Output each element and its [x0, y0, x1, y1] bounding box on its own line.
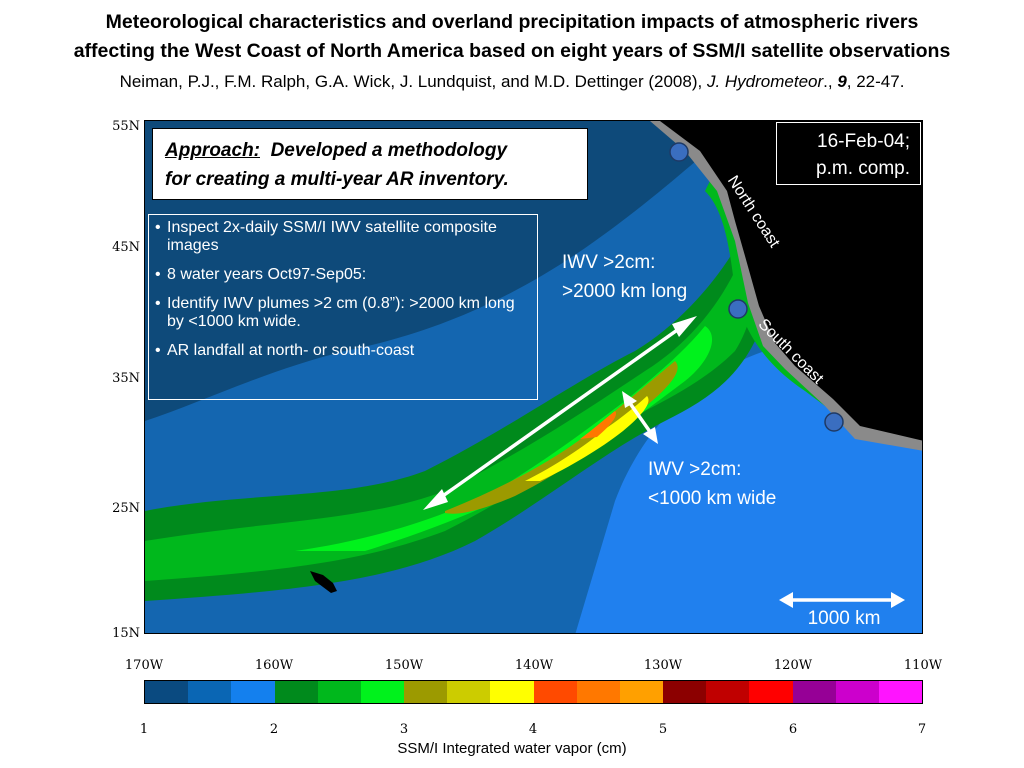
length-arrow-shaft [428, 319, 692, 507]
colorbar-tick-7: 7 [917, 722, 927, 737]
iwv-map [144, 120, 923, 634]
colorbar-label: SSM/I Integrated water vapor (cm) [397, 740, 627, 757]
length-arrow-head-sw [423, 489, 448, 510]
approach-label: Approach: [165, 140, 260, 161]
approach-box: Approach: Developed a methodology for cr… [152, 128, 588, 200]
colorbar-tick-4: 4 [528, 722, 538, 737]
hawaii-islands [310, 571, 337, 593]
north-america-land [660, 121, 922, 441]
bullet-symbol: • [155, 342, 161, 359]
colorbar-swatch-9 [490, 681, 534, 703]
colorbar-swatch-15 [749, 681, 793, 703]
colorbar-swatch-17 [835, 681, 879, 703]
colorbar-swatch-12 [619, 681, 664, 703]
width-annotation: IWV >2cm: <1000 km wide [648, 455, 776, 513]
citation-authors: Neiman, P.J., F.M. Ralph, G.A. Wick, J. … [119, 72, 707, 91]
colorbar-swatch-10 [533, 681, 577, 703]
colorbar-swatch-2 [188, 681, 232, 703]
bullet-item: • Inspect 2x-daily SSM/I IWV satellite co… [155, 219, 531, 255]
scale-bar-head-left [779, 592, 793, 608]
bullet-item: • AR landfall at north- or south-coast [155, 342, 531, 360]
lon-tick-130w: 130W [643, 658, 683, 673]
lat-tick-25n: 25N [112, 501, 140, 516]
lon-tick-170w: 170W [124, 658, 164, 673]
bullet-symbol: • [155, 295, 161, 312]
length-annotation-line-1: IWV >2cm: [562, 252, 656, 273]
lon-tick-110w: 110W [903, 658, 943, 673]
coast-marker-north [669, 142, 689, 162]
width-annotation-line-2: <1000 km wide [648, 488, 777, 509]
colorbar-swatch-5 [317, 681, 361, 703]
width-arrow-head-s [643, 427, 658, 444]
length-annotation-line-2: >2000 km long [562, 281, 688, 302]
lon-tick-160w: 160W [254, 658, 294, 673]
bullet-item: • 8 water years Oct97-Sep05: [155, 266, 531, 284]
width-arrow-head-n [622, 391, 637, 408]
colorbar-swatch-18 [878, 681, 923, 703]
date-line-1: 16-Feb-04; [817, 131, 910, 152]
colorbar-swatch-13 [663, 681, 707, 703]
lon-tick-150w: 150W [384, 658, 424, 673]
bullet-text: Inspect 2x-daily SSM/I IWV satellite com… [167, 219, 497, 254]
bullet-symbol: • [155, 266, 161, 283]
colorbar-swatch-6 [360, 681, 405, 703]
plume-orange [580, 411, 617, 439]
colorbar [144, 680, 923, 704]
coast-marker-mid [728, 299, 748, 319]
title-line-2: affecting the West Coast of North Americ… [73, 40, 951, 62]
length-annotation: IWV >2cm: >2000 km long [562, 248, 687, 306]
lat-tick-35n: 35N [112, 371, 140, 386]
title: Meteorological characteristics and overl… [0, 8, 1024, 66]
citation-journal: J. Hydrometeor [706, 72, 824, 91]
approach-text-2: for creating a multi-year AR inventory. [165, 169, 509, 190]
date-box: 16-Feb-04; p.m. comp. [776, 122, 921, 185]
colorbar-swatch-4 [274, 681, 318, 703]
lon-tick-140w: 140W [514, 658, 554, 673]
date-line-2: p.m. comp. [816, 158, 910, 179]
length-arrow-head-ne [672, 316, 697, 337]
bullet-text: 8 water years Oct97-Sep05: [167, 266, 367, 283]
colorbar-swatch-16 [792, 681, 836, 703]
scale-bar-head-right [891, 592, 905, 608]
scale-bar-label: 1000 km [807, 608, 881, 629]
lat-tick-15n: 15N [112, 626, 140, 641]
colorbar-swatch-7 [404, 681, 448, 703]
citation-volume: 9 [837, 72, 847, 91]
colorbar-tick-6: 6 [788, 722, 798, 737]
bullet-symbol: • [155, 219, 161, 236]
lon-tick-120w: 120W [773, 658, 813, 673]
bullet-text: AR landfall at north- or south-coast [167, 342, 415, 359]
citation-pages: , 22-47. [846, 72, 905, 91]
colorbar-tick-1: 1 [139, 722, 149, 737]
methodology-bullets: • Inspect 2x-daily SSM/I IWV satellite co… [148, 214, 538, 400]
colorbar-swatch-1 [145, 681, 189, 703]
lat-tick-45n: 45N [112, 240, 140, 255]
colorbar-swatch-3 [231, 681, 275, 703]
citation: Neiman, P.J., F.M. Ralph, G.A. Wick, J. … [0, 71, 1024, 93]
colorbar-tick-5: 5 [658, 722, 668, 737]
bullet-text: Identify IWV plumes >2 cm (0.8”): >2000 … [167, 295, 515, 330]
colorbar-tick-3: 3 [399, 722, 409, 737]
map-canvas [145, 121, 922, 633]
title-line-1: Meteorological characteristics and overl… [105, 11, 919, 33]
width-arrow-shaft [625, 397, 655, 438]
lat-tick-55n: 55N [112, 119, 140, 134]
bullet-item: • Identify IWV plumes >2 cm (0.8”): >2000… [155, 295, 531, 331]
approach-text-1: Developed a methodology [270, 140, 508, 161]
colorbar-swatch-11 [576, 681, 620, 703]
colorbar-tick-2: 2 [269, 722, 279, 737]
citation-sep: ., [823, 72, 838, 91]
width-annotation-line-1: IWV >2cm: [648, 459, 742, 480]
colorbar-swatch-8 [447, 681, 491, 703]
coast-marker-south [824, 412, 844, 432]
colorbar-swatch-14 [706, 681, 750, 703]
plume-outer [145, 201, 776, 601]
